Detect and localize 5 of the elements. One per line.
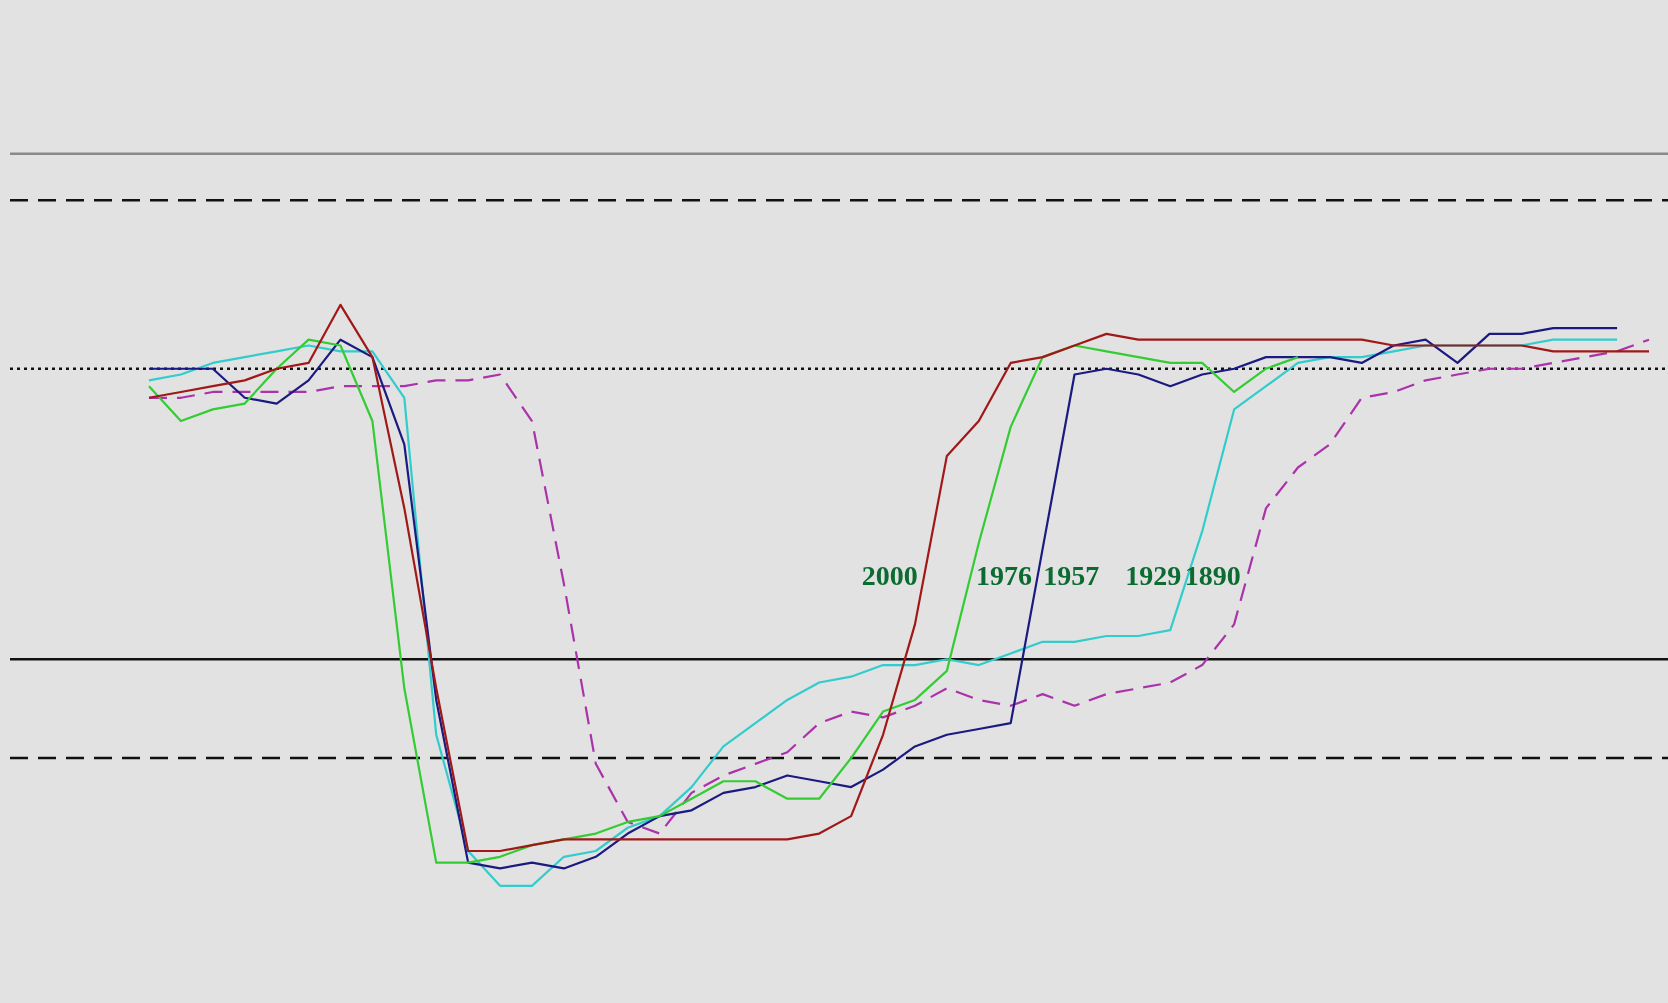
series-label: 1957 <box>1043 560 1100 592</box>
series-label: 2000 <box>861 560 918 592</box>
series-label: 1976 <box>976 560 1033 592</box>
series-label: 1929 <box>1125 560 1182 592</box>
series-label: 1890 <box>1184 560 1241 592</box>
